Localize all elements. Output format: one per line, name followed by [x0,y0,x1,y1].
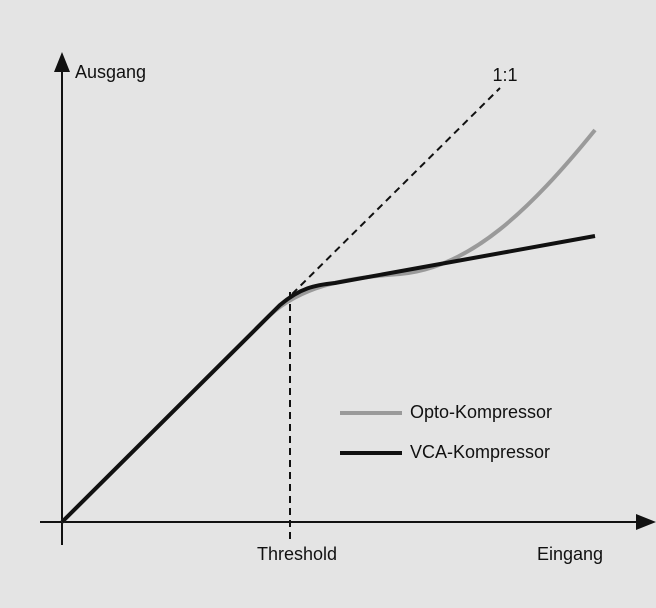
legend-label: VCA-Kompressor [410,442,550,462]
ratio-label: 1:1 [492,65,517,85]
vca-curve [60,234,596,524]
y-axis-label: Ausgang [75,62,146,82]
threshold-label: Threshold [257,544,337,564]
x-axis-label: Eingang [537,544,603,564]
legend-label: Opto-Kompressor [410,402,552,422]
opto-curve [60,128,597,524]
